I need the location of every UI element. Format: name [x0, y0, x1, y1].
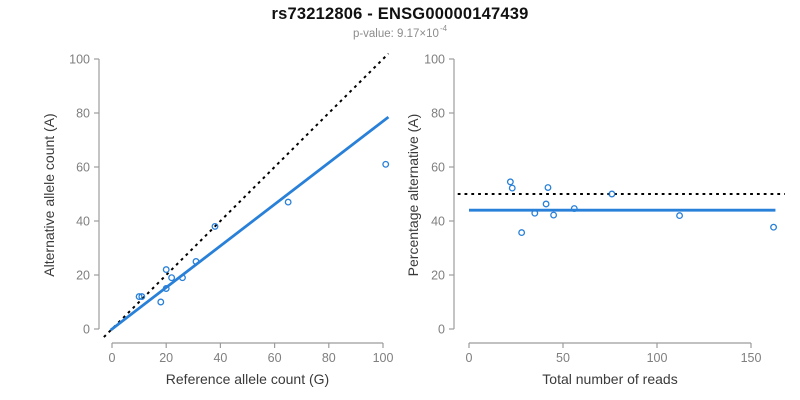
plot-subtitle: p-value: 9.17×10-4 — [0, 24, 800, 40]
x-tick-label: 40 — [213, 351, 227, 365]
x-tick-label: 20 — [159, 351, 173, 365]
y-axis-title: Percentage alternative (A) — [405, 114, 421, 277]
y-tick-label: 80 — [431, 107, 445, 121]
data-point — [550, 211, 558, 219]
x-tick-label: 150 — [741, 351, 762, 365]
data-point — [138, 293, 146, 301]
x-tick-label: 100 — [373, 351, 394, 365]
data-point — [382, 160, 390, 168]
y-tick-label: 0 — [438, 323, 445, 337]
data-point — [544, 184, 552, 191]
data-point — [157, 298, 165, 306]
fit-line — [109, 115, 390, 332]
data-point — [542, 200, 550, 208]
y-tick-label: 80 — [76, 107, 90, 121]
data-point — [531, 209, 539, 217]
data-point — [676, 212, 684, 220]
x-axis-title: Total number of reads — [542, 371, 677, 387]
y-tick-label: 100 — [69, 53, 90, 67]
data-point — [168, 274, 176, 282]
subtitle-text: p-value: 9.17×10 — [352, 27, 439, 40]
y-tick-label: 40 — [431, 215, 445, 229]
y-tick-label: 40 — [76, 215, 90, 229]
y-tick-label: 0 — [83, 323, 90, 337]
y-tick-label: 20 — [76, 269, 90, 283]
y-tick-label: 60 — [431, 161, 445, 175]
data-point — [506, 178, 514, 186]
data-point — [162, 285, 170, 292]
data-point — [211, 222, 219, 230]
x-tick-label: 80 — [322, 351, 336, 365]
data-point — [284, 198, 292, 206]
data-point — [570, 205, 578, 213]
data-point — [508, 184, 516, 192]
x-tick-label: 60 — [268, 351, 282, 365]
y-tick-label: 60 — [76, 161, 90, 175]
data-point — [518, 229, 526, 237]
identity-line — [103, 52, 390, 338]
plot-title: rs73212806 - ENSG00000147439 — [271, 5, 529, 23]
x-tick-label: 50 — [556, 351, 570, 365]
x-tick-label: 0 — [109, 351, 116, 365]
y-axis-title: Alternative allele count (A) — [41, 113, 57, 276]
percentage-alternative-plot: 0 20 40 60 80 100 0 50 100 150 Total number of rea… — [405, 53, 785, 387]
allele-counts-plot: 0 20 40 60 80 100 0 20 40 60 80 100 Reference allele… — [41, 53, 393, 388]
data-point — [179, 274, 186, 282]
data-point — [608, 190, 616, 198]
y-tick-label: 100 — [424, 53, 445, 67]
data-point — [162, 266, 170, 274]
data-point — [135, 293, 143, 301]
x-tick-label: 0 — [466, 351, 473, 365]
x-tick-label: 100 — [647, 351, 668, 365]
y-tick-label: 20 — [431, 269, 445, 283]
data-point — [192, 258, 200, 265]
data-point — [770, 223, 778, 231]
subtitle-exponent: -4 — [439, 24, 448, 33]
x-axis-title: Reference allele count (G) — [166, 371, 329, 387]
